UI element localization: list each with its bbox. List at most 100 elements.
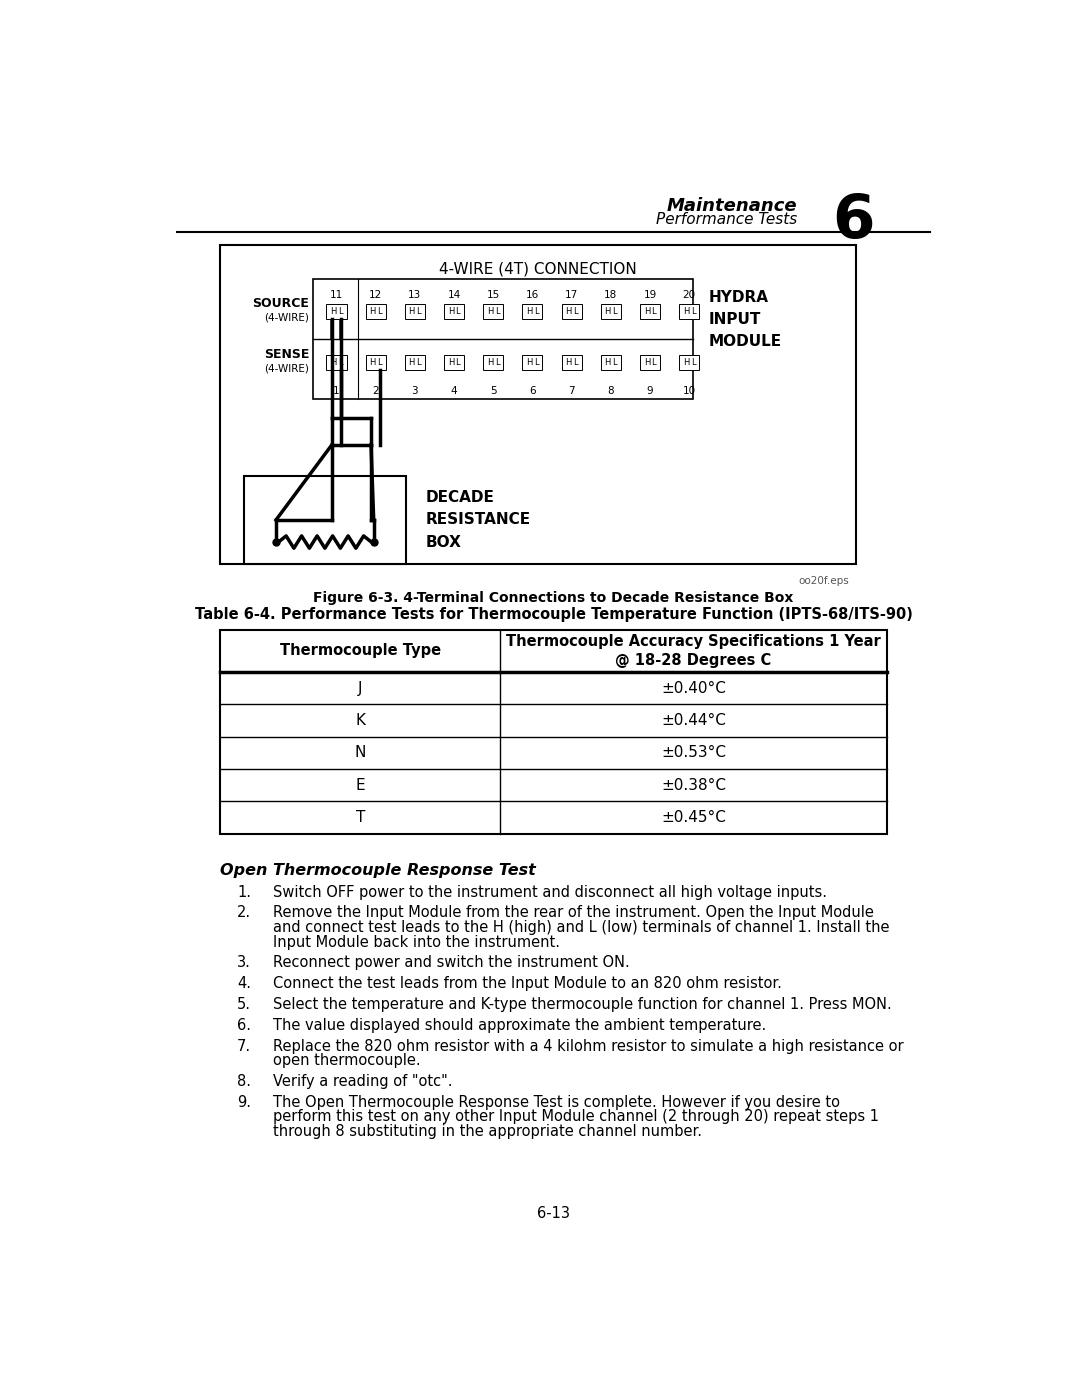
Text: 18: 18: [604, 291, 618, 300]
Text: H: H: [565, 358, 571, 367]
Text: L: L: [573, 358, 578, 367]
Text: H: H: [683, 307, 689, 316]
Text: 10: 10: [683, 386, 696, 395]
Text: 11: 11: [329, 291, 343, 300]
Text: E: E: [355, 778, 365, 792]
Text: ±0.44°C: ±0.44°C: [661, 712, 726, 728]
Text: DECADE
RESISTANCE
BOX: DECADE RESISTANCE BOX: [426, 490, 530, 549]
Text: Open Thermocouple Response Test: Open Thermocouple Response Test: [220, 863, 536, 877]
Text: Reconnect power and switch the instrument ON.: Reconnect power and switch the instrumen…: [273, 956, 630, 971]
Text: H: H: [369, 307, 376, 316]
Text: Select the temperature and K-type thermocouple function for channel 1. Press MON: Select the temperature and K-type thermo…: [273, 997, 892, 1011]
Bar: [600, 355, 621, 370]
Text: H: H: [644, 307, 650, 316]
Text: perform this test on any other Input Module channel (2 through 20) repeat steps : perform this test on any other Input Mod…: [273, 1109, 879, 1125]
Text: ±0.53°C: ±0.53°C: [661, 746, 726, 760]
Text: 1: 1: [334, 386, 340, 395]
Text: Verify a reading of "otc".: Verify a reading of "otc".: [273, 1074, 453, 1088]
Text: SENSE: SENSE: [264, 348, 309, 362]
Text: L: L: [691, 358, 696, 367]
Text: Table 6-4. Performance Tests for Thermocouple Temperature Function (IPTS-68/ITS-: Table 6-4. Performance Tests for Thermoc…: [194, 606, 913, 622]
Text: 5: 5: [490, 386, 497, 395]
Text: L: L: [534, 358, 539, 367]
Bar: [366, 305, 386, 320]
Text: 6: 6: [529, 386, 536, 395]
Text: 14: 14: [447, 291, 461, 300]
Text: 2: 2: [373, 386, 379, 395]
Text: Performance Tests: Performance Tests: [657, 212, 798, 228]
Text: H: H: [408, 307, 415, 316]
Bar: [444, 305, 464, 320]
Text: 4-WIRE (4T) CONNECTION: 4-WIRE (4T) CONNECTION: [440, 261, 637, 277]
Text: 6-13: 6-13: [537, 1206, 570, 1221]
Text: 8.: 8.: [238, 1074, 252, 1088]
Text: The Open Thermocouple Response Test is complete. However if you desire to: The Open Thermocouple Response Test is c…: [273, 1095, 840, 1109]
Text: 20: 20: [683, 291, 696, 300]
Text: L: L: [651, 358, 657, 367]
Text: L: L: [495, 307, 499, 316]
Text: 13: 13: [408, 291, 421, 300]
Text: Remove the Input Module from the rear of the instrument. Open the Input Module: Remove the Input Module from the rear of…: [273, 905, 874, 921]
Text: 3: 3: [411, 386, 418, 395]
Bar: [366, 355, 386, 370]
Text: H: H: [448, 307, 454, 316]
Text: 7: 7: [568, 386, 575, 395]
Text: H: H: [565, 307, 571, 316]
Bar: [639, 305, 660, 320]
Text: SOURCE: SOURCE: [253, 298, 309, 310]
Text: T: T: [355, 810, 365, 826]
Text: H: H: [369, 358, 376, 367]
Text: Figure 6-3. 4-Terminal Connections to Decade Resistance Box: Figure 6-3. 4-Terminal Connections to De…: [313, 591, 794, 605]
Bar: [330, 320, 334, 338]
Text: L: L: [417, 358, 421, 367]
Text: 7.: 7.: [238, 1038, 252, 1053]
Text: H: H: [408, 358, 415, 367]
Text: Maintenance: Maintenance: [667, 197, 798, 215]
Text: H: H: [526, 307, 532, 316]
Text: The value displayed should approximate the ambient temperature.: The value displayed should approximate t…: [273, 1018, 766, 1032]
Bar: [639, 355, 660, 370]
Text: L: L: [338, 307, 342, 316]
Text: L: L: [651, 307, 657, 316]
Text: HYDRA
INPUT
MODULE: HYDRA INPUT MODULE: [708, 289, 782, 349]
Text: oo20f.eps: oo20f.eps: [799, 576, 850, 585]
Text: L: L: [377, 307, 382, 316]
Bar: [523, 305, 542, 320]
Text: H: H: [330, 358, 337, 367]
Text: H: H: [330, 307, 337, 316]
Text: 9: 9: [647, 386, 653, 395]
Text: 3.: 3.: [238, 956, 252, 971]
Text: 16: 16: [526, 291, 539, 300]
Bar: [326, 355, 347, 370]
Text: Thermocouple Type: Thermocouple Type: [280, 643, 441, 658]
Text: L: L: [456, 307, 460, 316]
Bar: [220, 630, 887, 834]
Text: L: L: [338, 358, 342, 367]
Text: Thermocouple Accuracy Specifications 1 Year: Thermocouple Accuracy Specifications 1 Y…: [507, 634, 881, 650]
Text: H: H: [487, 358, 494, 367]
Bar: [679, 355, 699, 370]
Text: 17: 17: [565, 291, 578, 300]
Text: 12: 12: [369, 291, 382, 300]
Text: K: K: [355, 712, 365, 728]
Text: 2.: 2.: [238, 905, 252, 921]
Text: L: L: [377, 358, 382, 367]
Text: L: L: [456, 358, 460, 367]
Bar: [243, 475, 406, 564]
Text: H: H: [683, 358, 689, 367]
Text: H: H: [605, 307, 611, 316]
Text: ±0.45°C: ±0.45°C: [661, 810, 726, 826]
Bar: [444, 355, 464, 370]
Text: L: L: [612, 358, 617, 367]
Bar: [562, 355, 582, 370]
Text: Replace the 820 ohm resistor with a 4 kilohm resistor to simulate a high resista: Replace the 820 ohm resistor with a 4 ki…: [273, 1038, 904, 1053]
Text: ±0.38°C: ±0.38°C: [661, 778, 726, 792]
Bar: [326, 305, 347, 320]
Text: Input Module back into the instrument.: Input Module back into the instrument.: [273, 935, 559, 950]
Bar: [483, 305, 503, 320]
Text: (4-WIRE): (4-WIRE): [265, 313, 309, 323]
Bar: [483, 355, 503, 370]
Text: 9.: 9.: [238, 1095, 252, 1109]
Text: @ 18-28 Degrees C: @ 18-28 Degrees C: [616, 652, 771, 668]
Text: H: H: [487, 307, 494, 316]
